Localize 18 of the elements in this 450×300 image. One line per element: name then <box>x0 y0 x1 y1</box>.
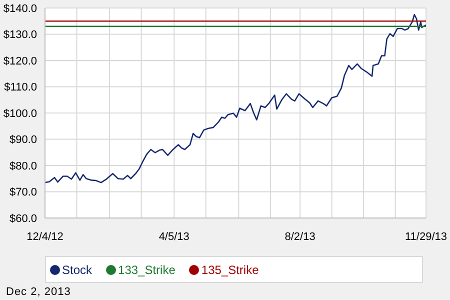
y-tick-label: $100.0 <box>3 108 37 120</box>
legend-label: 133_Strike <box>117 262 176 276</box>
text: Dec 2, 2013 <box>6 286 71 298</box>
y-tick-label: $80.0 <box>9 160 37 172</box>
y-tick-label: $110.0 <box>4 82 37 94</box>
legend-label: 135_Strike <box>200 262 259 276</box>
x-tick-label: 8/2/13 <box>284 230 316 243</box>
y-tick-label: $120.0 <box>3 55 37 68</box>
y-tick-label: $130.0 <box>3 29 37 42</box>
y-tick-label: $90.0 <box>9 134 37 146</box>
x-tick-label: 12/4/12 <box>26 230 64 243</box>
y-tick-label: $60.0 <box>9 212 37 225</box>
line-series <box>45 14 426 184</box>
legend-label: Stock <box>61 262 92 276</box>
y-tick-label: $140.0 <box>3 2 37 15</box>
x-tick-label: 4/5/13 <box>158 230 190 243</box>
y-tick-label: $70.0 <box>9 186 37 199</box>
x-tick-label: 11/29/13 <box>404 230 448 243</box>
